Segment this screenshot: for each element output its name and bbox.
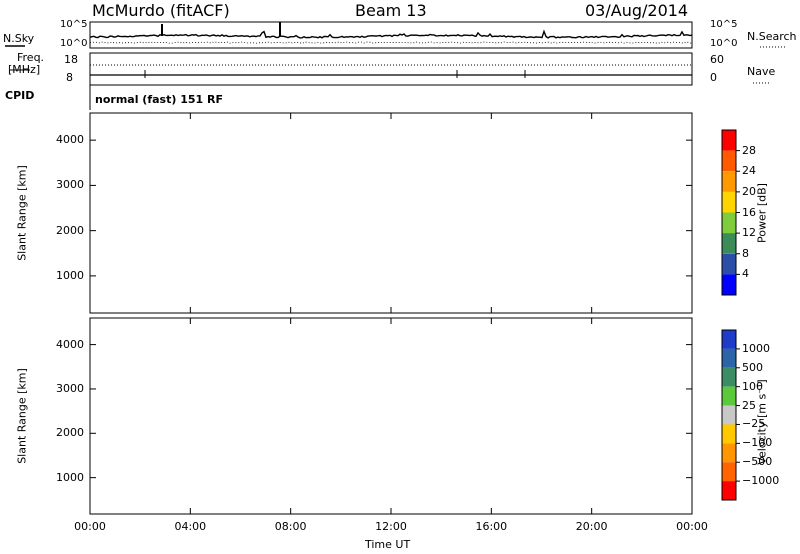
nsky-label: N.Sky [3,32,35,45]
power-colorbar-swatch [722,253,736,275]
velocity-ytick-label: 4000 [56,337,84,351]
xtick-label: 20:00 [575,520,608,533]
velocity-colorbar-tick-label: 100 [742,379,763,393]
velocity-colorbar-tick-label: 25 [742,398,756,412]
velocity-ytick-label: 2000 [56,426,84,440]
xtick-label: 00:00 [74,520,106,533]
noise-tick-right-top: 10^5 [710,19,738,30]
power-ytick-label: 2000 [56,223,84,237]
power-colorbar-swatch [722,274,736,295]
noise-panel-frame [89,21,693,49]
velocity-colorbar-swatch [722,405,736,425]
power-ytick-label: 3000 [56,178,84,192]
power-colorbar-tick-label: 4 [742,267,749,281]
xtick-label: 08:00 [274,520,307,533]
beam-title: Beam 13 [355,1,427,20]
power-colorbar-tick-label: 8 [742,246,749,260]
cpid-text: normal (fast) 151 RF [95,93,223,106]
power-panel-frame [89,112,693,314]
xtick-label: 00:00 [676,520,708,533]
power-colorbar-swatch [722,233,736,254]
velocity-colorbar-swatch [722,443,736,463]
velocity-colorbar-swatch [722,348,736,368]
velocity-colorbar-frame [721,329,737,501]
power-colorbar-swatch [722,150,736,172]
axes-ticks [89,113,693,514]
power-colorbar-label: Power [dB] [755,183,769,243]
velocity-colorbar-swatch [722,386,736,406]
freq-traces [10,64,770,84]
velocity-panel-frame [89,317,693,515]
freq-label: Freq. [17,51,45,64]
velocity-colorbar-swatch [722,424,736,444]
velocity-colorbar-tick-label: 500 [742,360,763,374]
velocity-colorbar-swatch [722,462,736,482]
velocity-colorbar-tick-label: −100 [742,436,773,450]
noise-tick-right-bottom: 10^0 [710,38,738,49]
velocity-colorbar [721,329,740,501]
xtick-label: 12:00 [375,520,407,533]
velocity-ytick-label: 3000 [56,381,84,395]
power-colorbar-tick-label: 16 [742,205,756,219]
power-ylabel: Slant Range [km] [15,165,29,261]
velocity-colorbar-swatch [722,367,736,387]
xtick-label: 04:00 [174,520,207,533]
nave-tick-bottom: 0 [710,71,717,84]
xtick-label: 16:00 [475,520,508,533]
noise-traces [5,22,785,48]
velocity-ytick-label: 1000 [56,470,84,484]
noise-tick-left-top: 10^5 [60,19,88,30]
velocity-colorbar-swatch [722,330,736,349]
power-colorbar-swatch [722,171,736,192]
velocity-colorbar-tick-label: −25 [742,417,766,431]
noise-tick-left-bottom: 10^0 [60,38,88,49]
station-title: McMurdo (fitACF) [92,1,230,20]
velocity-colorbar-tick-label: 1000 [742,341,770,355]
nsky-trace [89,29,693,39]
xaxis-label: Time UT [365,538,411,551]
power-colorbar-tick-label: 28 [742,143,756,157]
nsearch-label: N.Search [747,30,797,43]
cpid-label: CPID [5,89,35,102]
velocity-colorbar-tick-label: −500 [742,455,773,469]
power-colorbar-tick-label: 20 [742,184,756,198]
nave-label: Nave [747,65,776,78]
power-colorbar-tick-label: 12 [742,226,756,240]
freq-panel-frame [89,52,693,86]
date-title: 03/Aug/2014 [585,1,689,20]
nsearch-trace [89,41,693,44]
power-colorbar-tick-label: 24 [742,164,756,178]
power-ytick-label: 1000 [56,268,84,282]
power-colorbar-swatch [722,212,736,234]
power-colorbar-swatch [722,191,736,213]
velocity-colorbar-swatch [722,481,736,500]
power-ytick-label: 4000 [56,133,84,147]
velocity-ylabel: Slant Range [km] [15,368,29,464]
power-colorbar [721,129,740,296]
freq-tick-bottom: 8 [66,71,73,84]
nave-tick-top: 60 [710,53,724,66]
velocity-colorbar-tick-label: −1000 [742,474,780,488]
freq-tick-top: 18 [64,53,78,66]
power-colorbar-swatch [722,130,736,151]
